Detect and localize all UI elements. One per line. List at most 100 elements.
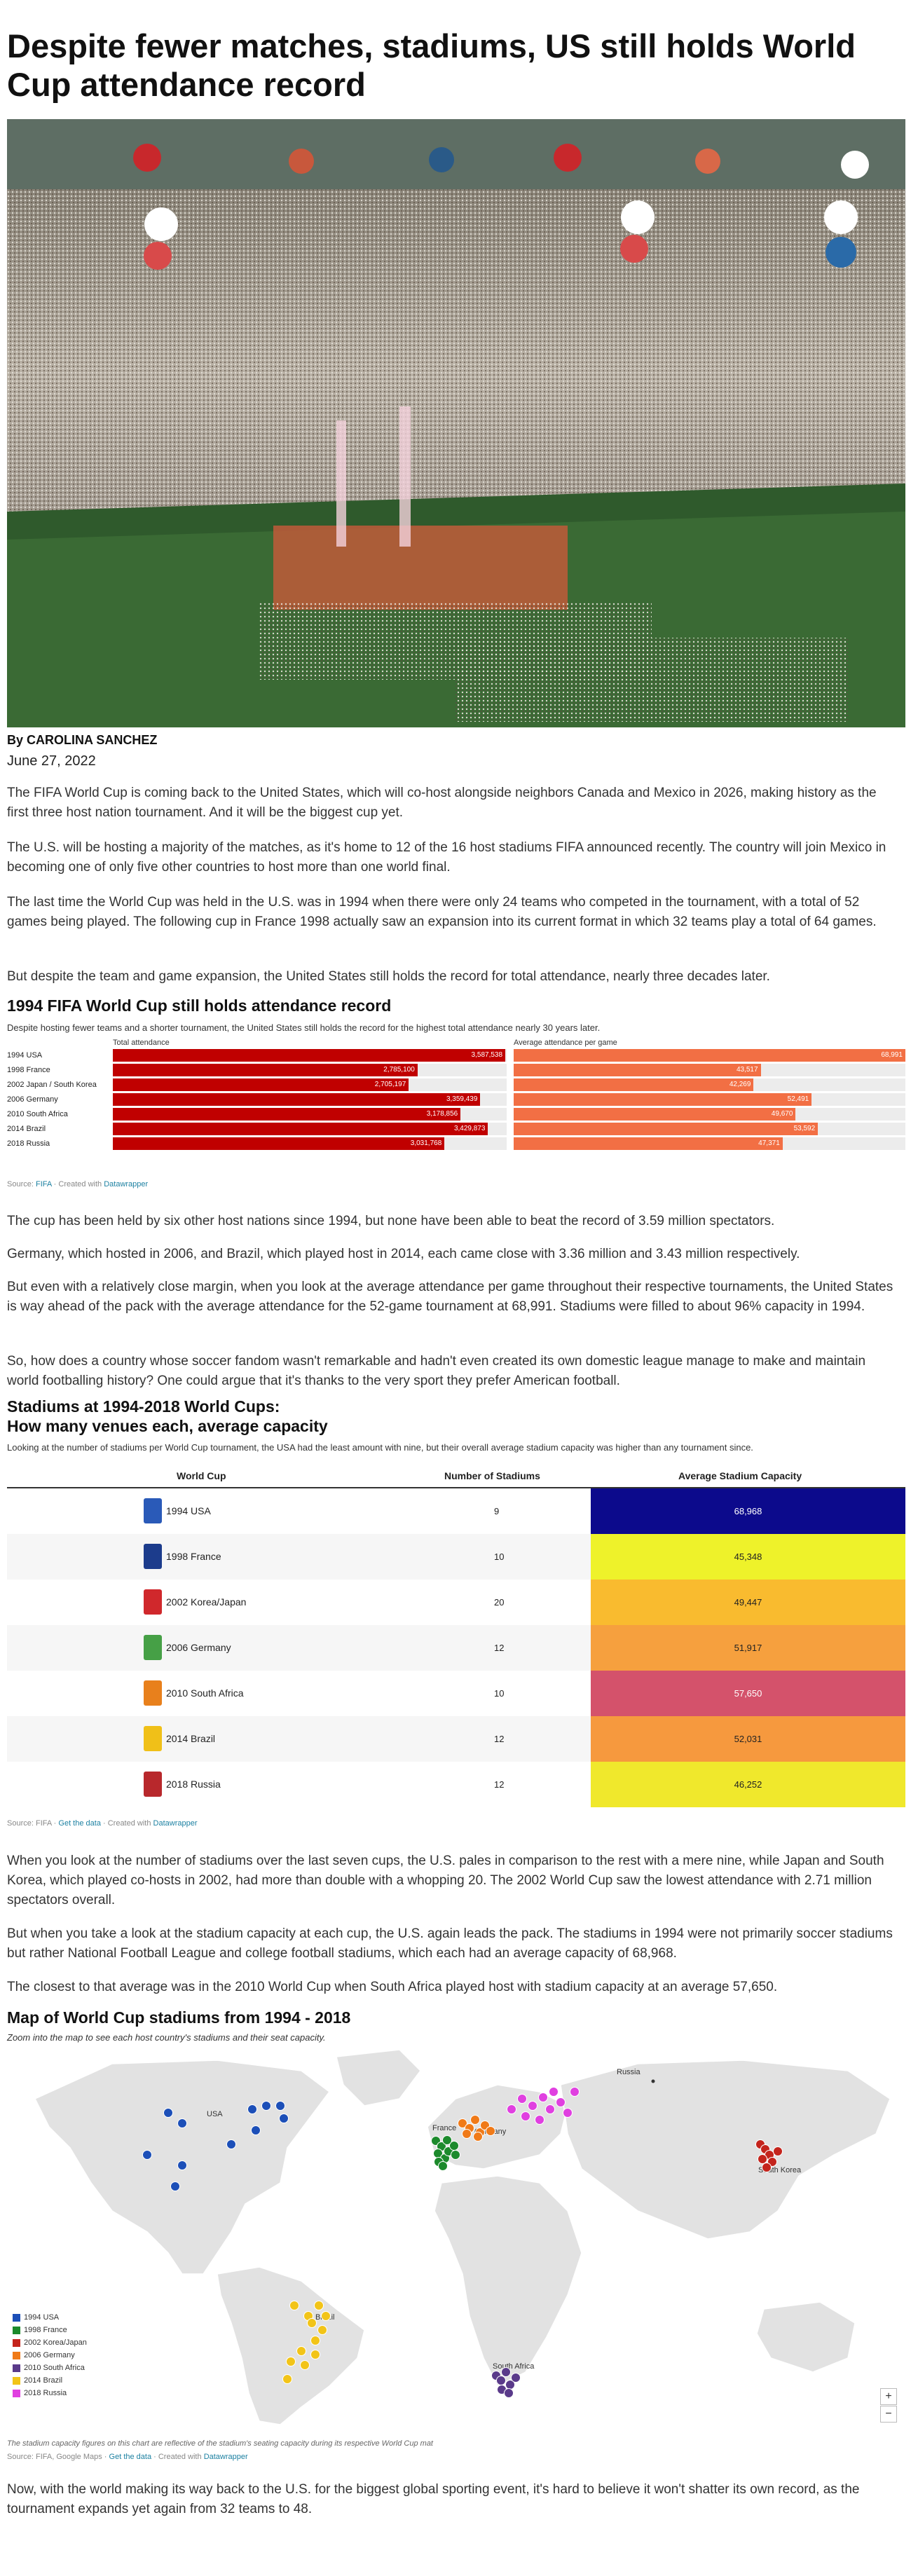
- stadium-dot[interactable]: [170, 2181, 180, 2191]
- legend-item-2010: 2010 South Africa: [13, 2364, 90, 2373]
- total-bar-track: 3,359,439: [113, 1093, 507, 1106]
- average-attendance-bar: 42,269: [514, 1078, 754, 1091]
- russia-marker-icon: [651, 2079, 655, 2083]
- total-bar-track: 2,785,100: [113, 1064, 507, 1076]
- stadium-count: 20: [494, 1597, 505, 1608]
- stadium-dot[interactable]: [163, 2108, 173, 2118]
- stadium-dot[interactable]: [496, 2376, 506, 2385]
- stadium-dot[interactable]: [758, 2154, 767, 2164]
- average-attendance-bar: 47,371: [514, 1137, 783, 1150]
- stadium-dot[interactable]: [261, 2101, 271, 2111]
- average-attendance-bar: 43,517: [514, 1064, 761, 1076]
- stadium-dot[interactable]: [521, 2111, 530, 2121]
- bar-value-label: 2,785,100: [383, 1066, 415, 1074]
- tournament-logo-icon: [144, 1635, 162, 1660]
- stadium-dot[interactable]: [528, 2101, 537, 2111]
- stadium-dot[interactable]: [545, 2104, 555, 2114]
- total-attendance-bar: 3,359,439: [113, 1093, 481, 1106]
- average-capacity: 49,447: [591, 1580, 905, 1625]
- bar-row-label: 2010 South Africa: [7, 1110, 68, 1118]
- stadium-dot[interactable]: [470, 2115, 480, 2125]
- stadium-dot[interactable]: [549, 2087, 559, 2097]
- stadium-dot[interactable]: [538, 2092, 548, 2102]
- stadium-dot[interactable]: [501, 2367, 511, 2377]
- stadium-dot[interactable]: [442, 2135, 452, 2145]
- legend-swatch: [13, 2377, 20, 2385]
- stadium-dot[interactable]: [462, 2129, 472, 2139]
- stadium-dot[interactable]: [535, 2115, 544, 2125]
- stadium-dot[interactable]: [458, 2118, 467, 2128]
- stadium-dot[interactable]: [563, 2108, 573, 2118]
- landmass-africa: [434, 2175, 582, 2387]
- stadium-dot[interactable]: [321, 2311, 331, 2321]
- stadium-dot[interactable]: [289, 2301, 299, 2310]
- stadium-dot[interactable]: [317, 2325, 327, 2335]
- stadium-dot[interactable]: [773, 2146, 783, 2156]
- stadium-dot[interactable]: [762, 2163, 772, 2172]
- total-attendance-bar: 3,178,856: [113, 1108, 461, 1121]
- average-attendance-bar: 53,592: [514, 1123, 818, 1135]
- stadium-dot[interactable]: [282, 2374, 292, 2384]
- stadium-dot[interactable]: [177, 2118, 187, 2128]
- stadium-dot[interactable]: [310, 2336, 320, 2345]
- stadium-photo-illustration: [7, 119, 905, 727]
- stadium-dot[interactable]: [296, 2346, 306, 2356]
- stadium-dot[interactable]: [251, 2125, 261, 2135]
- average-bar-track: 53,592: [514, 1123, 905, 1135]
- stadium-dot[interactable]: [300, 2360, 310, 2370]
- stadium-dot[interactable]: [226, 2139, 236, 2149]
- publish-date: June 27, 2022: [7, 753, 96, 769]
- table-row: 2010 South Africa 10 57,650: [7, 1671, 905, 1716]
- datawrapper-link[interactable]: Datawrapper: [203, 2453, 248, 2461]
- stadium-dot[interactable]: [275, 2101, 285, 2111]
- landmass-greenland: [336, 2049, 421, 2106]
- stadium-dot[interactable]: [438, 2161, 448, 2171]
- stadium-dot[interactable]: [279, 2113, 289, 2123]
- legend-swatch: [13, 2364, 20, 2372]
- bar-value-label: 68,991: [881, 1051, 903, 1059]
- average-capacity: 46,252: [591, 1762, 905, 1807]
- get-data-link[interactable]: Get the data: [109, 2453, 152, 2461]
- bar-value-label: 3,031,768: [410, 1139, 442, 1147]
- datawrapper-link[interactable]: Datawrapper: [104, 1180, 149, 1188]
- stadium-dot[interactable]: [504, 2388, 514, 2398]
- stadium-dot[interactable]: [486, 2126, 495, 2136]
- stadium-dot[interactable]: [177, 2160, 187, 2170]
- get-data-link[interactable]: Get the data: [58, 1819, 101, 1828]
- cup-cell: 2006 Germany: [7, 1625, 396, 1671]
- stadium-dot[interactable]: [507, 2104, 516, 2114]
- stadium-dot[interactable]: [511, 2373, 521, 2383]
- stadium-dot[interactable]: [556, 2097, 566, 2107]
- zoom-out-button[interactable]: −: [880, 2406, 897, 2423]
- stadium-dot[interactable]: [517, 2094, 527, 2104]
- source-link[interactable]: FIFA: [35, 1180, 52, 1188]
- zoom-in-button[interactable]: +: [880, 2388, 897, 2405]
- bar-row-label: 1994 USA: [7, 1051, 43, 1060]
- stadium-dot[interactable]: [307, 2318, 317, 2328]
- cup-name: 2002 Korea/Japan: [166, 1596, 247, 1608]
- table-row: 1998 France 10 45,348: [7, 1534, 905, 1580]
- hero-photo: [7, 119, 905, 727]
- stadium-dot[interactable]: [247, 2104, 257, 2114]
- datawrapper-link[interactable]: Datawrapper: [153, 1819, 198, 1828]
- stadium-dot[interactable]: [286, 2357, 296, 2366]
- headline: Despite fewer matches, stadiums, US stil…: [7, 27, 856, 103]
- stadium-dot[interactable]: [314, 2301, 324, 2310]
- bar-value-label: 3,587,538: [471, 1051, 503, 1059]
- stadium-dot[interactable]: [451, 2150, 460, 2160]
- landmass-south-america: [217, 2266, 365, 2425]
- world-map[interactable]: USA France Germany Russia Brazil South A…: [7, 2043, 905, 2428]
- stadium-table-subtitle: How many venues each, average capacity: [7, 1417, 328, 1435]
- stadium-dot[interactable]: [570, 2087, 580, 2097]
- cup-cell: 1998 France: [7, 1534, 396, 1580]
- average-capacity: 57,650: [591, 1671, 905, 1716]
- bar-value-label: 2,705,197: [374, 1081, 406, 1088]
- stadium-dot[interactable]: [473, 2132, 483, 2142]
- stadium-dot[interactable]: [310, 2350, 320, 2359]
- stadium-map[interactable]: USA France Germany Russia Brazil South A…: [7, 2043, 905, 2428]
- map-label-usa: USA: [207, 2110, 223, 2118]
- legend-item-1994: 1994 USA: [13, 2313, 90, 2322]
- cup-name: 2018 Russia: [166, 1779, 221, 1790]
- total-attendance-bar: 3,031,768: [113, 1137, 445, 1150]
- stadium-dot[interactable]: [142, 2150, 152, 2160]
